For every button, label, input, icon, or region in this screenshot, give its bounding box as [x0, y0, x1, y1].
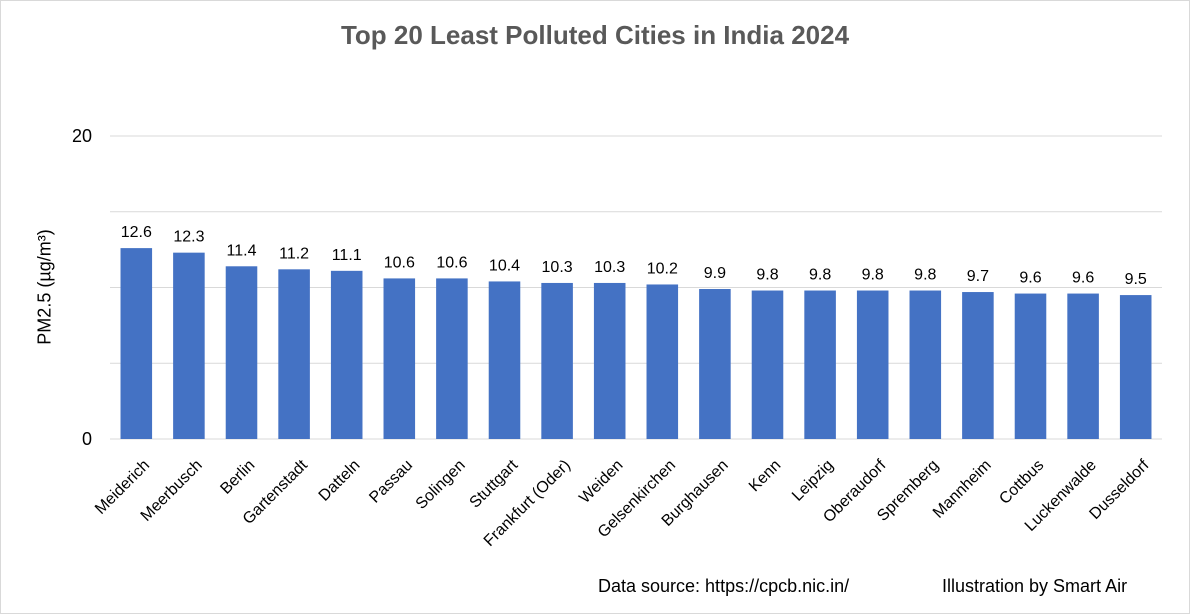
data-label: 9.8 — [862, 267, 884, 284]
bar — [856, 290, 889, 439]
bar — [593, 282, 626, 439]
data-label: 11.2 — [279, 245, 309, 262]
data-label: 9.5 — [1125, 271, 1147, 288]
illustration-credit: Illustration by Smart Air — [942, 576, 1128, 596]
bar — [646, 284, 679, 439]
data-label: 10.2 — [647, 260, 678, 277]
data-source-note: Data source: https://cpcb.nic.in/ — [598, 576, 850, 596]
x-tick-label: Cottbus — [996, 457, 1047, 508]
data-label: 10.3 — [542, 259, 573, 276]
bar — [120, 248, 153, 439]
data-label: 9.6 — [1072, 270, 1094, 287]
data-label: 9.9 — [704, 265, 726, 282]
bar — [278, 269, 310, 439]
bar — [330, 270, 363, 439]
bar — [804, 290, 836, 439]
data-label: 9.8 — [914, 267, 936, 284]
bar — [962, 292, 994, 439]
chart-title: Top 20 Least Polluted Cities in India 20… — [340, 20, 850, 50]
data-label: 10.3 — [594, 259, 625, 276]
bar — [909, 290, 942, 439]
data-label: 10.6 — [384, 254, 415, 271]
bar — [383, 278, 416, 439]
data-label: 11.4 — [227, 242, 257, 259]
data-label: 12.6 — [121, 224, 152, 241]
x-tick-label: Datteln — [316, 457, 364, 505]
data-label: 12.3 — [173, 229, 204, 246]
x-tick-label: Weiden — [576, 457, 626, 507]
x-tick-label: Passau — [366, 457, 416, 507]
data-label: 9.8 — [756, 267, 778, 284]
data-label: 9.8 — [809, 267, 831, 284]
bar — [173, 252, 205, 439]
y-tick-label: 20 — [72, 126, 92, 146]
bar — [436, 278, 468, 439]
bar — [1067, 293, 1099, 439]
data-label: 11.1 — [332, 247, 362, 264]
bar — [488, 281, 521, 439]
x-tick-label: Berlin — [217, 457, 258, 498]
bar — [225, 266, 258, 439]
bar — [751, 290, 784, 439]
data-label: 9.6 — [1019, 270, 1041, 287]
data-label: 10.6 — [436, 254, 467, 271]
bar — [699, 289, 731, 439]
bar — [1119, 295, 1152, 439]
x-tick-label: Kenn — [746, 457, 784, 495]
bar — [1014, 293, 1047, 439]
data-label: 10.4 — [489, 257, 520, 274]
bar — [541, 282, 573, 439]
data-label: 9.7 — [967, 268, 989, 285]
x-tick-label: Solingen — [413, 457, 469, 513]
x-tick-label: Stuttgart — [467, 456, 522, 511]
x-tick-label: Leipzig — [789, 457, 837, 505]
y-tick-label: 0 — [82, 429, 92, 449]
